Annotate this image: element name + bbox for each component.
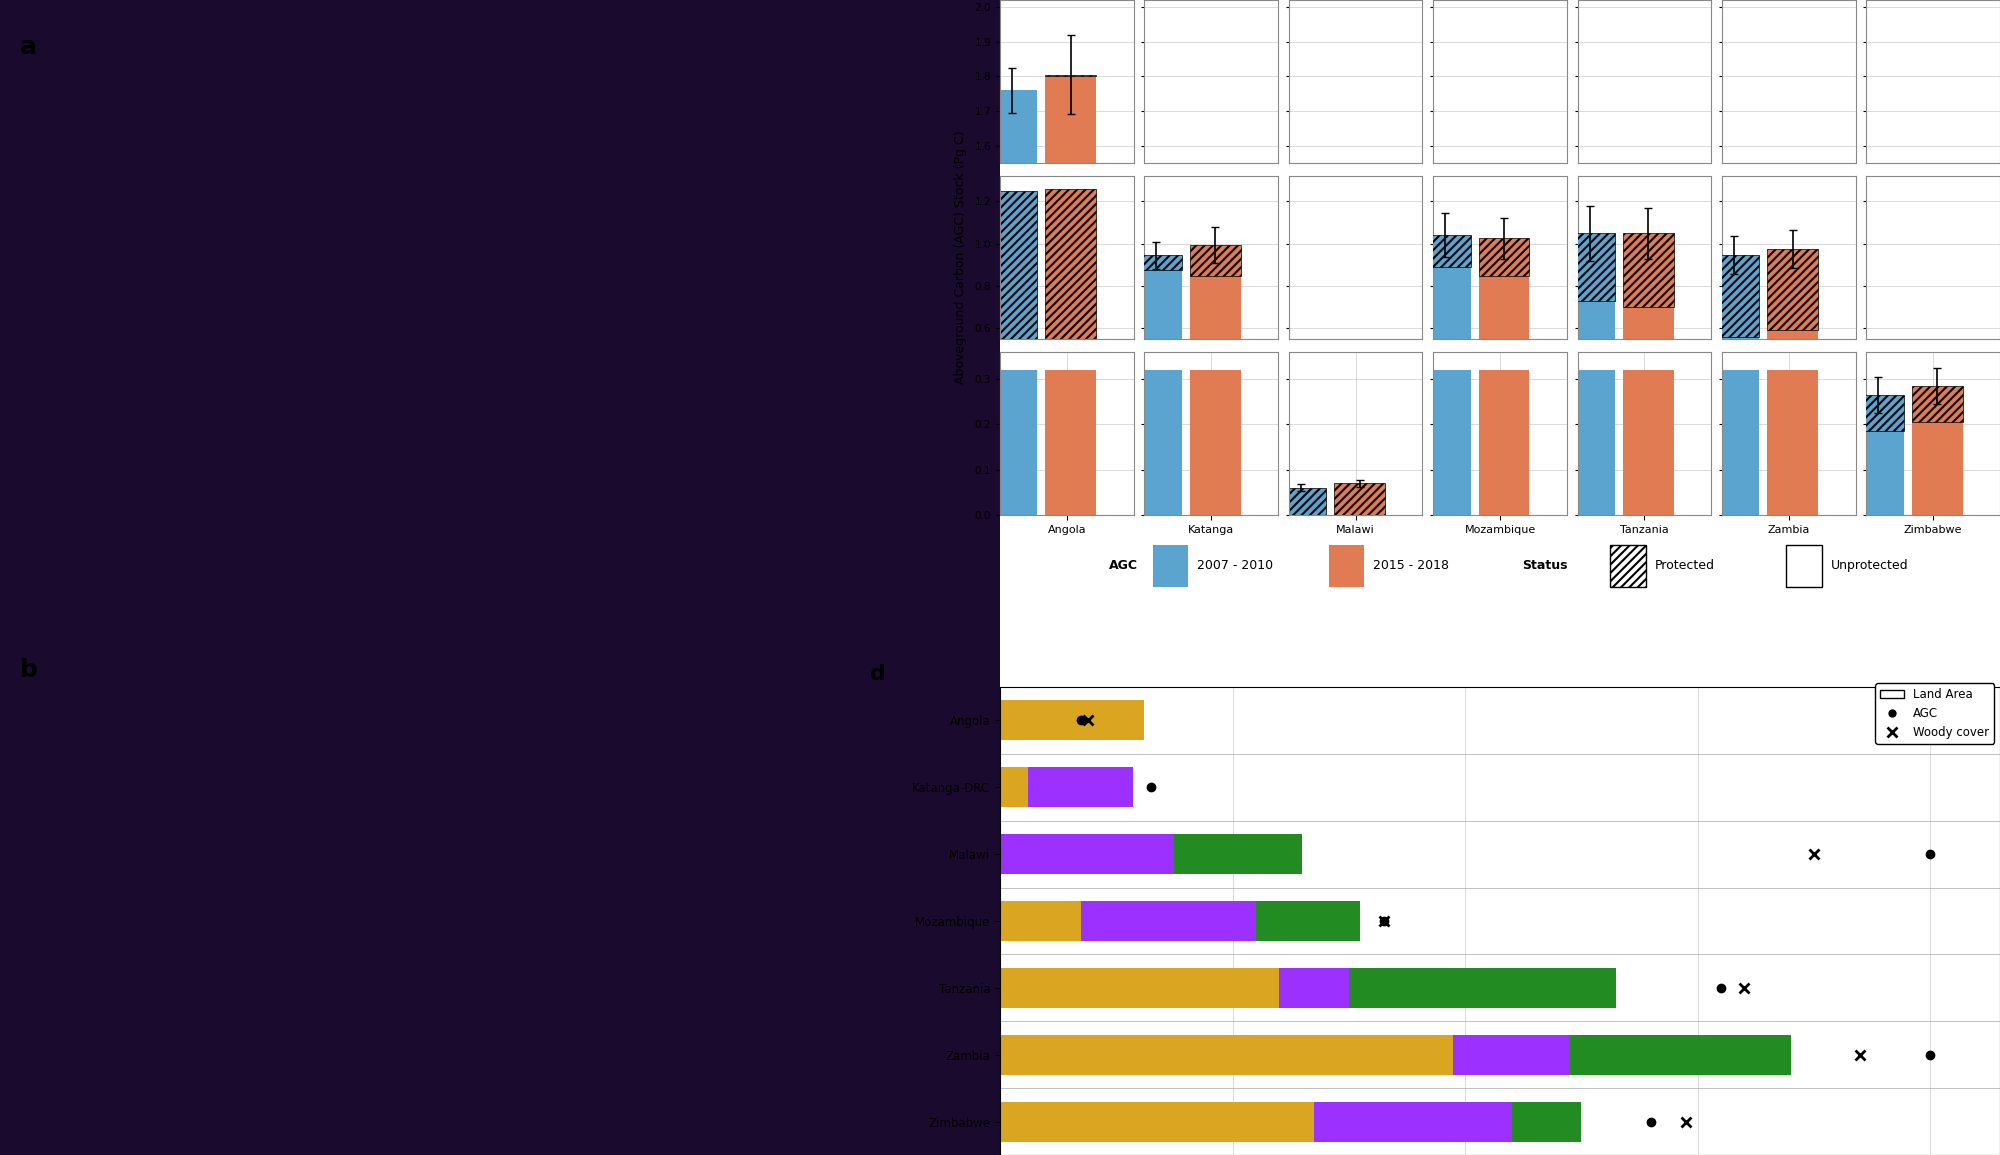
- Bar: [1708, 337, 1760, 338]
- Bar: [1000, 700, 1144, 740]
- Text: 2015 - 2018: 2015 - 2018: [1372, 559, 1448, 573]
- Bar: [1046, 75, 1096, 76]
- Bar: [1028, 767, 1132, 807]
- Text: b: b: [20, 658, 38, 683]
- Bar: [1512, 1102, 1582, 1141]
- Bar: [1132, 270, 1182, 338]
- Bar: [1564, 370, 1614, 515]
- Bar: [1622, 233, 1674, 307]
- Text: d: d: [870, 663, 886, 684]
- Bar: [1852, 431, 1904, 515]
- Y-axis label: Aboveground Carbon (AGC) Stock (Pg C): Aboveground Carbon (AGC) Stock (Pg C): [954, 131, 968, 385]
- Bar: [1046, 188, 1096, 338]
- Bar: [1420, 267, 1470, 338]
- Text: a: a: [20, 35, 36, 59]
- Bar: [1132, 255, 1182, 270]
- Bar: [1570, 1035, 1790, 1075]
- Bar: [986, 90, 1038, 163]
- Bar: [986, 370, 1038, 515]
- Bar: [1276, 487, 1326, 515]
- Bar: [1564, 300, 1614, 338]
- Bar: [1000, 1102, 1314, 1141]
- Bar: [1912, 386, 1962, 422]
- Bar: [1000, 968, 1280, 1008]
- Bar: [1190, 276, 1240, 338]
- Bar: [1000, 901, 1082, 941]
- Bar: [1082, 901, 1256, 941]
- Bar: [1280, 968, 1348, 1008]
- Bar: [1046, 76, 1096, 163]
- Bar: [1000, 1035, 1454, 1075]
- Bar: [1478, 276, 1530, 338]
- Bar: [1610, 545, 1646, 587]
- Bar: [1190, 370, 1240, 515]
- Bar: [1786, 545, 1822, 587]
- Bar: [1256, 901, 1360, 941]
- Bar: [1348, 968, 1616, 1008]
- Bar: [1768, 330, 1818, 338]
- Bar: [1768, 249, 1818, 330]
- Bar: [1852, 395, 1904, 431]
- Bar: [1000, 767, 1028, 807]
- Bar: [1708, 370, 1760, 515]
- Text: 2007 - 2010: 2007 - 2010: [1196, 559, 1272, 573]
- Bar: [1478, 238, 1530, 276]
- Bar: [1334, 483, 1386, 515]
- Text: AGC: AGC: [1108, 559, 1138, 573]
- Bar: [1478, 370, 1530, 515]
- Bar: [1132, 370, 1182, 515]
- Bar: [1420, 370, 1470, 515]
- Bar: [986, 191, 1038, 338]
- Bar: [1328, 545, 1364, 587]
- Bar: [1314, 1102, 1512, 1141]
- Text: Status: Status: [1522, 559, 1568, 573]
- Bar: [1152, 545, 1188, 587]
- Bar: [1420, 236, 1470, 267]
- Bar: [1708, 255, 1760, 337]
- Bar: [1454, 1035, 1570, 1075]
- Bar: [1190, 245, 1240, 276]
- Bar: [1564, 233, 1614, 300]
- Bar: [1000, 834, 1174, 874]
- Text: Unprotected: Unprotected: [1830, 559, 1908, 573]
- Bar: [1622, 370, 1674, 515]
- Text: Protected: Protected: [1654, 559, 1714, 573]
- Bar: [1174, 834, 1302, 874]
- Bar: [1622, 307, 1674, 338]
- Bar: [1768, 370, 1818, 515]
- Bar: [1912, 422, 1962, 515]
- Bar: [1046, 370, 1096, 515]
- Legend: Land Area, AGC, Woody cover: Land Area, AGC, Woody cover: [1876, 684, 1994, 744]
